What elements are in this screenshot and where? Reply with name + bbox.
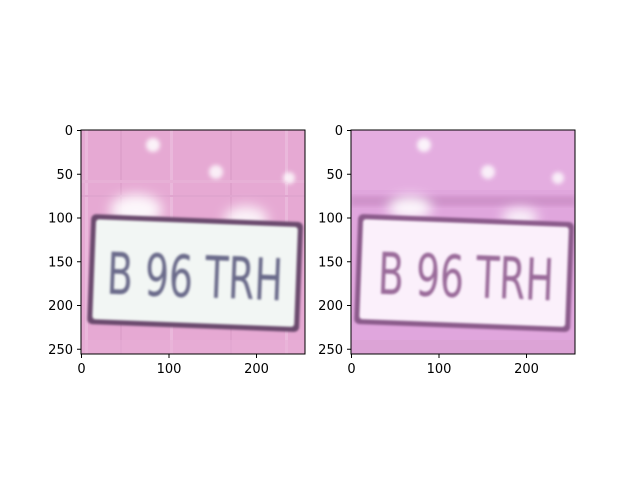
y-tick-label: 50 [56,168,73,183]
left-x-axis: 0 100 200 [77,354,269,377]
y-tick-label: 200 [48,299,73,314]
right-plate-image: B 96 TRH [351,130,575,354]
left-plate-image: B 96 TRH [81,130,305,354]
right-axes-frame [350,129,576,355]
y-tick-label: 250 [48,343,73,358]
y-tick-label: 200 [318,299,343,314]
y-tick-label: 150 [318,255,343,270]
y-tick-label: 0 [335,124,343,139]
x-tick-label: 0 [347,362,355,377]
right-plate-text: B 96 TRH [377,240,555,315]
y-tick-label: 150 [48,255,73,270]
left-plate-text: B 96 TRH [106,240,284,315]
x-tick-label: 200 [514,362,539,377]
left-y-axis: 0 50 100 150 200 250 [48,124,81,358]
x-tick-label: 100 [427,362,452,377]
right-plate-face [359,219,569,327]
left-image-panel: B 96 TRH 0 50 100 150 200 250 0 100 200 [48,124,306,377]
right-x-axis: 0 100 200 [347,354,539,377]
x-tick-label: 0 [77,362,85,377]
left-license-plate: B 96 TRH [87,214,303,332]
y-tick-label: 100 [48,212,73,227]
x-tick-label: 100 [157,362,182,377]
y-tick-label: 100 [318,212,343,227]
right-glare-spots [417,138,564,184]
left-glare-spots [146,138,295,184]
right-license-plate: B 96 TRH [354,214,574,332]
y-tick-label: 0 [65,124,73,139]
left-plate-face [92,219,298,327]
right-y-axis: 0 50 100 150 200 250 [318,124,351,358]
right-image-panel: B 96 TRH 0 50 100 150 200 250 0 100 200 [318,124,576,377]
y-tick-label: 50 [326,168,343,183]
x-tick-label: 200 [244,362,269,377]
y-tick-label: 250 [318,343,343,358]
left-axes-frame [80,129,306,355]
